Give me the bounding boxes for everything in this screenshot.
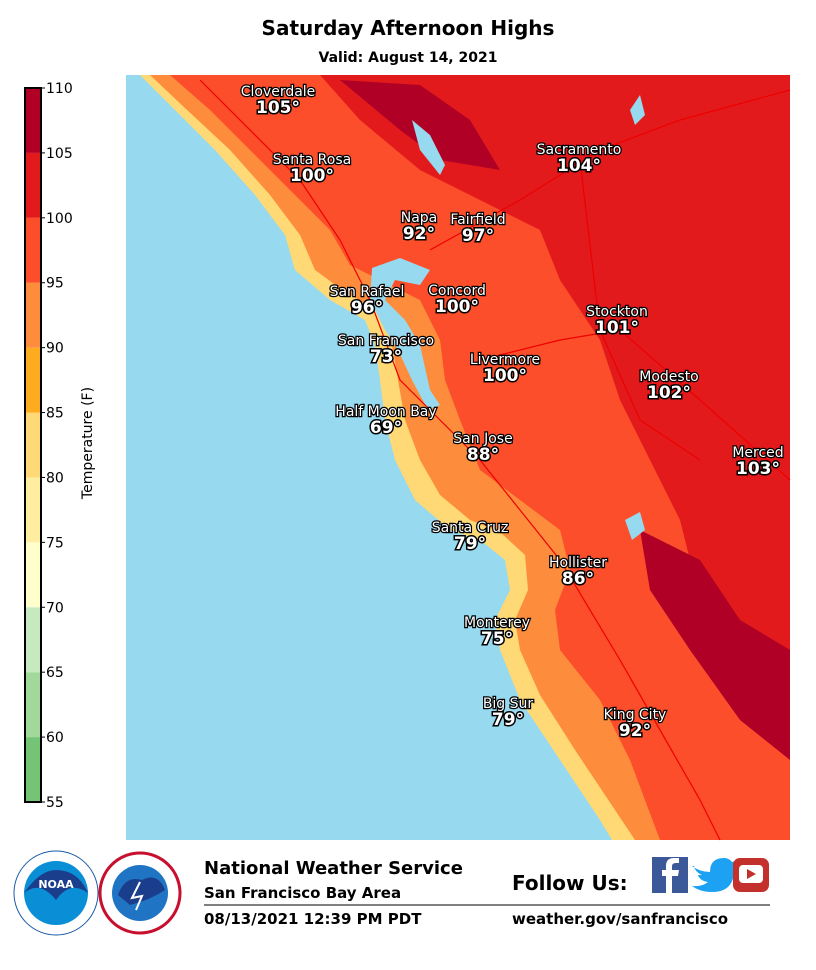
colorbar-frame [24, 87, 42, 803]
lake [630, 95, 645, 125]
facebook-icon[interactable] [652, 857, 688, 893]
bay [370, 258, 440, 410]
city-name: Cloverdale [241, 84, 316, 100]
city-temp: 88° [467, 445, 499, 465]
noaa-logo: NOAA [13, 850, 99, 936]
agency: National Weather Service [204, 858, 463, 879]
colorbar-tick-label: 80 [46, 470, 64, 486]
city-temp: 100° [290, 166, 334, 186]
twitter-icon[interactable] [692, 858, 739, 892]
city-name: Hollister [549, 555, 607, 571]
city-temp: 69° [370, 418, 402, 438]
city-temp: 105° [256, 98, 300, 118]
land-extreme [340, 80, 500, 170]
land-extreme [640, 530, 790, 760]
colorbar-tick-label: 90 [46, 341, 64, 357]
city-name: Merced [732, 445, 783, 461]
colorbar-segment [25, 282, 41, 348]
lake [412, 120, 445, 175]
title: Saturday Afternoon Highs [262, 16, 555, 40]
city-temp: 79° [454, 534, 486, 554]
city-temp: 101° [595, 318, 639, 338]
colorbar-label: Temperature (F) [80, 387, 96, 500]
colorbar-segment [25, 152, 41, 218]
city-name: San Jose [453, 431, 512, 447]
city-name: San Rafael [330, 284, 405, 300]
city-temp: 96° [351, 298, 383, 318]
city-name: Fairfield [450, 212, 505, 228]
website[interactable]: weather.gov/sanfrancisco [512, 910, 728, 928]
city-name: Livermore [470, 352, 540, 368]
follow-us: Follow Us: [512, 871, 628, 895]
colorbar-tick-label: 105 [46, 146, 73, 162]
city-temp: 103° [736, 459, 780, 479]
colorbar-segment [25, 737, 41, 802]
colorbar: Temperature (F) 55 60 65 70 75 80 85 90 95 100 105… [24, 81, 96, 811]
colorbar-tick-label: 75 [46, 535, 64, 551]
footer: NOAA National Weather Service San Franci… [13, 850, 770, 936]
city-name: Modesto [639, 369, 699, 385]
colorbar-segment [25, 477, 41, 543]
noaa-logo-text: NOAA [38, 878, 74, 891]
city-temp: 86° [562, 569, 594, 589]
colorbar-segment [25, 347, 41, 413]
city-temp: 73° [370, 347, 402, 367]
colorbar-tick-label: 95 [46, 276, 64, 292]
city-temp: 75° [481, 629, 513, 649]
roads [199, 79, 791, 841]
city-temp: 79° [492, 710, 524, 730]
youtube-icon[interactable] [733, 858, 769, 892]
office: San Francisco Bay Area [204, 884, 401, 902]
issued: 08/13/2021 12:39 PM PDT [204, 910, 422, 928]
city-name: Sacramento [537, 142, 622, 158]
colorbar-tick-label: 85 [46, 406, 64, 422]
city-name: Santa Cruz [432, 520, 509, 536]
colorbar-tick-label: 55 [46, 795, 64, 811]
city-temp: 102° [647, 383, 691, 403]
land-very-hot [320, 75, 790, 760]
city-temp: 97° [462, 226, 494, 246]
city-name: Big Sur [483, 696, 534, 712]
city-name: San Francisco [338, 333, 434, 349]
city-name: Napa [401, 210, 438, 226]
city-name: Monterey [464, 615, 530, 631]
colorbar-tick-label: 110 [46, 81, 73, 97]
colorbar-segment [25, 542, 41, 608]
colorbar-tick-label: 60 [46, 730, 64, 746]
city-name: Concord [428, 283, 486, 299]
city-name: King City [604, 707, 667, 723]
colorbar-segment [25, 217, 41, 283]
colorbar-tick-label: 70 [46, 600, 64, 616]
subtitle: Valid: August 14, 2021 [319, 50, 498, 66]
colorbar-segment [25, 88, 41, 153]
city-temp: 92° [403, 224, 435, 244]
colorbar-segment [25, 672, 41, 738]
city-temp: 100° [483, 366, 527, 386]
nws-logo [98, 851, 182, 935]
colorbar-tick-label: 100 [46, 211, 73, 227]
city-temp: 92° [619, 721, 651, 741]
city-name: Half Moon Bay [335, 404, 436, 420]
city-temp: 104° [557, 156, 601, 176]
lake [625, 512, 645, 540]
colorbar-segment [25, 607, 41, 673]
colorbar-tick-label: 65 [46, 665, 64, 681]
city-name: Stockton [586, 304, 648, 320]
city-name: Santa Rosa [273, 152, 351, 168]
colorbar-segment [25, 412, 41, 478]
city-temp: 100° [435, 297, 479, 317]
